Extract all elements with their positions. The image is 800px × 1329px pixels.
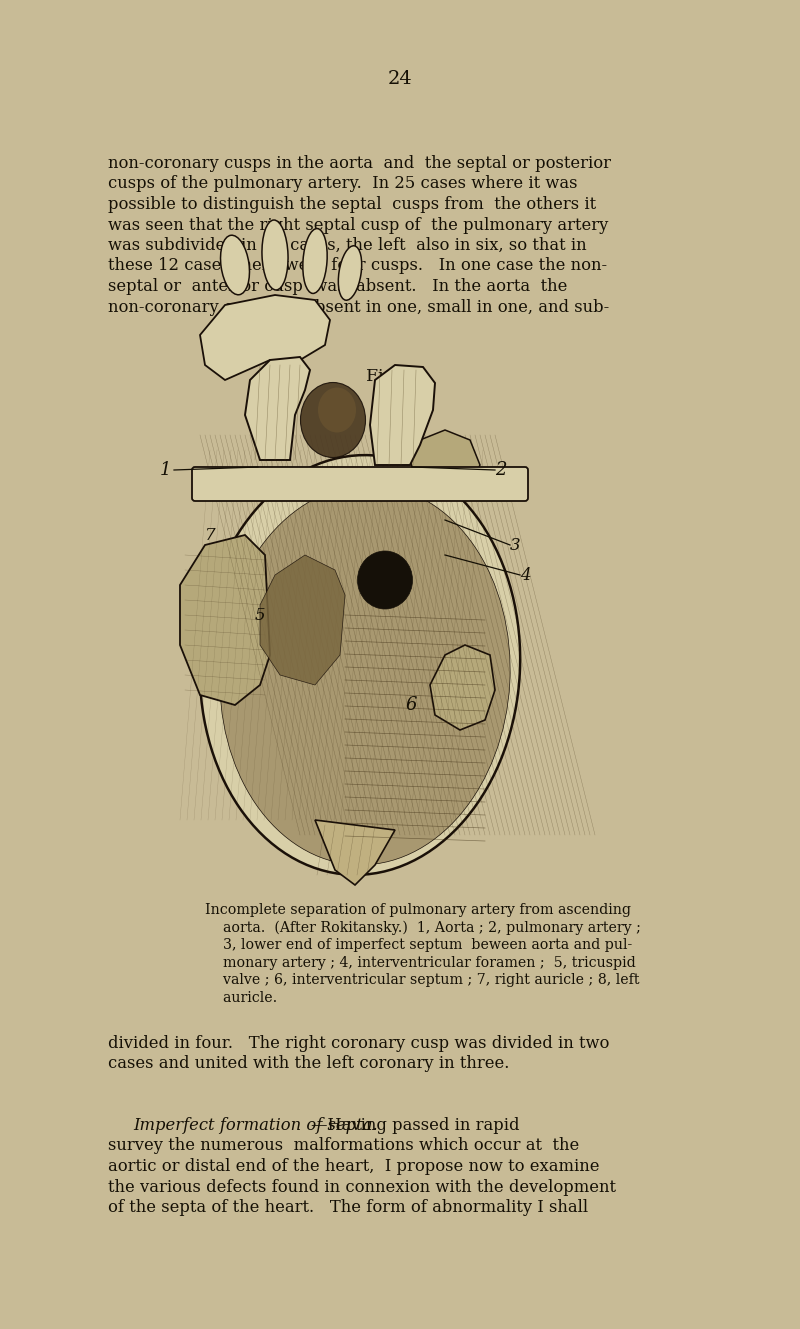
Ellipse shape [262, 221, 288, 290]
Text: possible to distinguish the septal  cusps from  the others it: possible to distinguish the septal cusps… [108, 195, 596, 213]
Ellipse shape [200, 455, 520, 874]
Text: Incomplete separation of pulmonary artery from ascending: Incomplete separation of pulmonary arter… [205, 902, 631, 917]
Ellipse shape [303, 229, 327, 294]
Text: 24: 24 [388, 70, 412, 88]
Text: non-coronary cusps in the aorta  and  the septal or posterior: non-coronary cusps in the aorta and the … [108, 155, 611, 171]
Polygon shape [315, 820, 395, 885]
Text: cusps of the pulmonary artery.  In 25 cases where it was: cusps of the pulmonary artery. In 25 cas… [108, 175, 578, 193]
Polygon shape [430, 645, 495, 730]
Text: septal or  anterior cusp  was  absent.   In the aorta  the: septal or anterior cusp was absent. In t… [108, 278, 567, 295]
Text: the various defects found in connexion with the development: the various defects found in connexion w… [108, 1179, 616, 1196]
Text: 1: 1 [160, 461, 171, 478]
Text: was seen that the right septal cusp of  the pulmonary artery: was seen that the right septal cusp of t… [108, 217, 608, 234]
Text: 3: 3 [510, 537, 521, 553]
Ellipse shape [221, 235, 250, 295]
Ellipse shape [358, 552, 413, 609]
Text: cases and united with the left coronary in three.: cases and united with the left coronary … [108, 1055, 510, 1073]
Text: —Having passed in rapid: —Having passed in rapid [311, 1116, 519, 1134]
Polygon shape [410, 431, 480, 490]
Ellipse shape [301, 383, 366, 457]
Text: Imperfect formation of septa.—Having passed in rapid: Imperfect formation of septa.—Having pas… [108, 1116, 582, 1134]
Text: these 12 cases there were four cusps.   In one case the non-: these 12 cases there were four cusps. In… [108, 258, 607, 275]
Ellipse shape [318, 388, 356, 432]
Text: Imperfect formation of septa.: Imperfect formation of septa. [133, 1116, 378, 1134]
Polygon shape [260, 556, 345, 684]
Text: survey the numerous  malformations which occur at  the: survey the numerous malformations which … [108, 1138, 579, 1155]
Text: 6: 6 [405, 696, 417, 714]
Text: was subdivided in six cases, the left  also in six, so that in: was subdivided in six cases, the left al… [108, 237, 586, 254]
Text: 4: 4 [520, 566, 530, 583]
Text: non-coronary cusp was absent in one, small in one, and sub-: non-coronary cusp was absent in one, sma… [108, 299, 610, 315]
Ellipse shape [220, 485, 510, 865]
Polygon shape [370, 365, 435, 465]
Polygon shape [200, 295, 330, 380]
Text: monary artery ; 4, interventricular foramen ;  5, tricuspid: monary artery ; 4, interventricular fora… [205, 956, 636, 969]
Text: aortic or distal end of the heart,  I propose now to examine: aortic or distal end of the heart, I pro… [108, 1158, 599, 1175]
Text: auricle.: auricle. [205, 990, 278, 1005]
Text: 5: 5 [255, 606, 266, 623]
Ellipse shape [338, 246, 362, 300]
Polygon shape [245, 358, 310, 460]
Text: 2: 2 [495, 461, 506, 478]
Polygon shape [180, 536, 270, 704]
FancyBboxPatch shape [192, 466, 528, 501]
Text: 3, lower end of imperfect septum  beween aorta and pul-: 3, lower end of imperfect septum beween … [205, 938, 632, 952]
Text: 7: 7 [205, 526, 216, 544]
Text: valve ; 6, interventricular septum ; 7, right auricle ; 8, left: valve ; 6, interventricular septum ; 7, … [205, 973, 639, 987]
Text: of the septa of the heart.   The form of abnormality I shall: of the septa of the heart. The form of a… [108, 1199, 588, 1216]
Text: divided in four.   The right coronary cusp was divided in two: divided in four. The right coronary cusp… [108, 1035, 610, 1053]
Text: Fig. 15.: Fig. 15. [366, 368, 434, 385]
Text: aorta.  (After Rokitansky.)  1, Aorta ; 2, pulmonary artery ;: aorta. (After Rokitansky.) 1, Aorta ; 2,… [205, 921, 641, 934]
